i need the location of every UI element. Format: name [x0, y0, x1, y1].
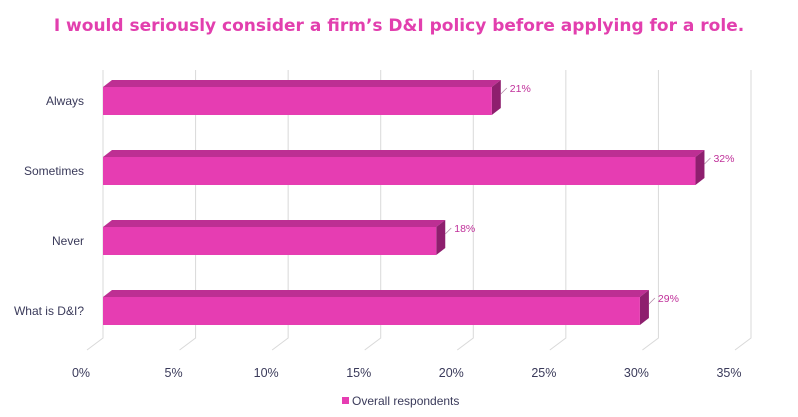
data-label: 18%: [454, 223, 475, 235]
x-tick-label: 20%: [439, 366, 464, 380]
x-tick-label: 25%: [531, 366, 556, 380]
x-axis-ticks: 0% 5% 10% 15% 20% 25% 30% 35%: [72, 366, 742, 380]
x-tick-label: 15%: [346, 366, 371, 380]
y-axis-categories: Always Sometimes Never What is D&I?: [14, 94, 84, 318]
data-label: 21%: [510, 83, 531, 95]
category-label: Sometimes: [24, 164, 84, 178]
category-label: What is D&I?: [14, 304, 84, 318]
data-label-leader: [500, 87, 508, 95]
x-tick-label: 10%: [254, 366, 279, 380]
legend: Overall respondents: [342, 394, 459, 408]
x-tick-label: 30%: [624, 366, 649, 380]
bar-side: [436, 220, 446, 255]
bar-top: [103, 220, 446, 227]
data-label-leader: [704, 157, 711, 165]
bar: [103, 157, 696, 185]
chart-title: I would seriously consider a firm’s D&I …: [53, 16, 745, 36]
data-label: 29%: [658, 293, 679, 305]
x-tick-label: 0%: [72, 366, 90, 380]
category-label: Always: [46, 94, 84, 108]
bar: [103, 227, 437, 255]
bar-top: [103, 150, 705, 157]
bar: [103, 87, 492, 115]
bar-side: [491, 80, 501, 115]
legend-swatch: [342, 397, 349, 404]
x-tick-label: 35%: [716, 366, 741, 380]
data-label-leader: [444, 227, 452, 235]
bar-top: [103, 80, 501, 87]
bars: [103, 80, 705, 325]
x-tick-label: 5%: [165, 366, 183, 380]
gridline: [734, 70, 752, 351]
data-labels: 21% 32% 18% 29%: [444, 83, 734, 305]
bar-top: [103, 290, 649, 297]
legend-label: Overall respondents: [352, 394, 459, 408]
gridline: [86, 70, 104, 351]
bar: [103, 297, 640, 325]
data-label-leader: [648, 297, 656, 305]
bar-side: [639, 290, 649, 325]
category-label: Never: [52, 234, 84, 248]
bar-side: [695, 150, 705, 185]
data-label: 32%: [713, 153, 734, 165]
